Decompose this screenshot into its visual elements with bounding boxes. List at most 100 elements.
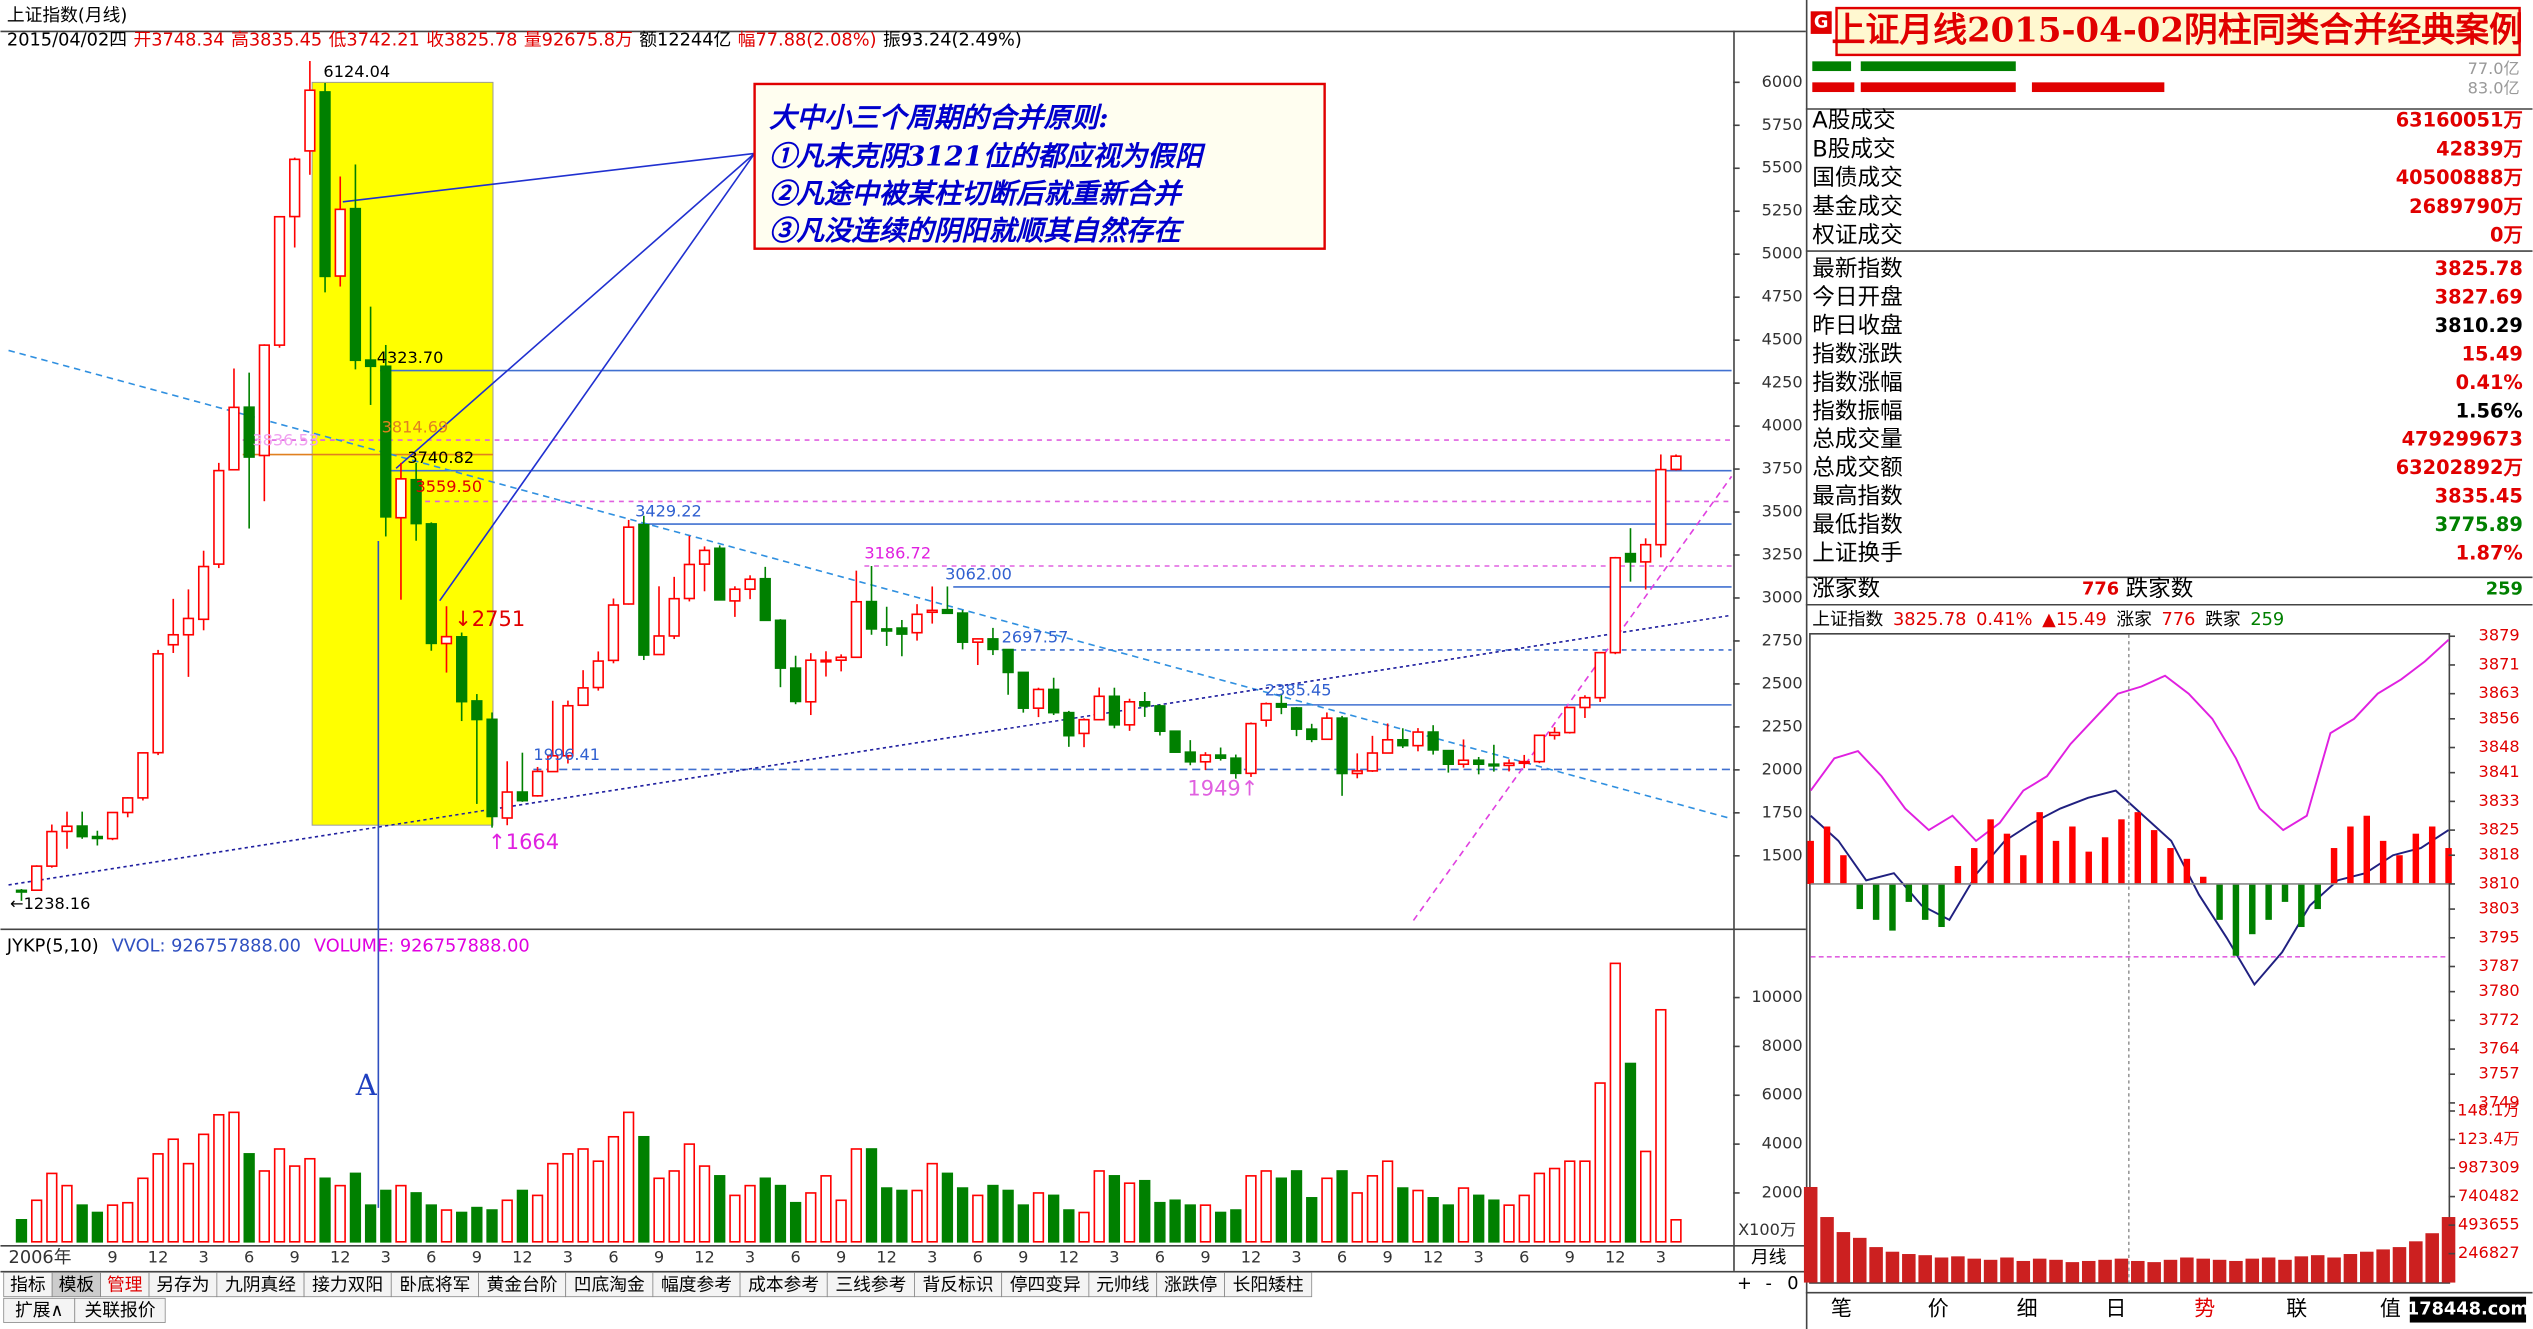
tab-label[interactable]: 幅度参考: [661, 1274, 732, 1295]
y-tick-label: 3833: [2479, 791, 2520, 810]
callout-box: [753, 82, 1326, 250]
tab-label[interactable]: 扩展∧: [15, 1300, 64, 1321]
bottom-tab[interactable]: 价: [1928, 1297, 1949, 1321]
tab-label[interactable]: 管理: [107, 1274, 143, 1295]
info-item: 低3742.21: [329, 29, 420, 50]
tab-label[interactable]: 凹底淘金: [574, 1274, 645, 1295]
tab: [914, 1272, 1003, 1298]
candle-body: [1184, 751, 1196, 763]
y-tick-label: 8000: [1762, 1036, 1803, 1055]
y-tick-label: 4250: [1762, 373, 1803, 392]
tab-label[interactable]: 停四变异: [1010, 1274, 1081, 1295]
tab-label[interactable]: 接力双阳: [312, 1274, 383, 1295]
volume-bar: [106, 1204, 119, 1243]
tab-label[interactable]: 指标: [10, 1274, 46, 1295]
volume-unit: X100万: [1738, 1220, 1796, 1239]
volume-bar: [258, 1170, 270, 1243]
tab-label[interactable]: 另存为: [156, 1274, 209, 1295]
indicator-bar: [2020, 855, 2027, 884]
volume-bar: [1918, 1255, 1932, 1283]
candle-body: [926, 609, 938, 614]
y-tick-label: 3750: [1762, 459, 1803, 478]
tab-label[interactable]: 模板: [59, 1274, 95, 1295]
bottom-tab[interactable]: 日: [2105, 1297, 2126, 1321]
volume-bar: [213, 1113, 225, 1243]
candle-body: [774, 619, 787, 669]
x-tick-label: 6: [1337, 1247, 1347, 1266]
volume-bar: [1063, 1209, 1075, 1243]
x-tick-label: 12: [148, 1247, 169, 1266]
tab-label[interactable]: 成本参考: [748, 1274, 819, 1295]
volume-bar: [2360, 1251, 2374, 1283]
callout-line: 大中小三个周期的合并原则:: [769, 102, 1108, 134]
tab: [1088, 1272, 1158, 1298]
zoom-button[interactable]: +: [1737, 1274, 1752, 1294]
volume-bar: [1199, 1204, 1212, 1243]
annotation: 6124.04: [323, 62, 390, 81]
volume-bar: [744, 1184, 756, 1243]
tab-label[interactable]: 九阴真经: [225, 1274, 296, 1295]
indicator-bar: [2101, 837, 2109, 884]
banner-icon[interactable]: G: [1814, 13, 1829, 33]
volume-bar: [1533, 1172, 1546, 1243]
volume-bar: [1154, 1201, 1166, 1243]
bottom-tab[interactable]: 值: [2380, 1297, 2401, 1321]
volume-bar: [197, 1133, 210, 1243]
breadth-label: 涨家数: [1812, 576, 1880, 602]
y-tick-label: 4000: [1762, 416, 1803, 435]
bottom-tab[interactable]: 联: [2286, 1297, 2307, 1321]
volume-bar: [1366, 1175, 1379, 1243]
candle-body: [577, 687, 589, 707]
volume-bar: [1381, 1160, 1394, 1243]
indicator-bar: [2216, 883, 2223, 920]
tab-label[interactable]: 长阳矮柱: [1233, 1274, 1304, 1295]
bottom-tab[interactable]: 笔: [1831, 1297, 1852, 1321]
candle-body: [956, 612, 969, 643]
tab-label[interactable]: 卧底将军: [399, 1274, 470, 1295]
candle-body: [1169, 730, 1181, 753]
stat-value: 3775.89: [2435, 513, 2523, 536]
tab-label[interactable]: 关联报价: [84, 1300, 155, 1321]
candle-body: [1048, 688, 1060, 714]
volume-bar: [1321, 1177, 1333, 1243]
candle-body: [759, 577, 771, 622]
candle-body: [1245, 722, 1257, 775]
tab: [1156, 1272, 1225, 1298]
indicator-bar: [1938, 883, 1945, 928]
zoom-button[interactable]: 0: [1787, 1274, 1798, 1294]
volume-bar: [1397, 1187, 1409, 1243]
candle-body: [592, 660, 604, 689]
candle-body: [289, 158, 301, 218]
indicator-bar: [1872, 883, 1880, 920]
stat-label: 基金成交: [1812, 194, 1902, 220]
bottom-tab[interactable]: 势: [2194, 1297, 2215, 1321]
volume-bar: [1934, 1257, 1949, 1283]
volume-bar: [2098, 1259, 2112, 1283]
candle-body: [1230, 757, 1242, 775]
volume-bar: [562, 1153, 574, 1243]
zoom-button[interactable]: -: [1766, 1274, 1772, 1294]
candle-body: [1670, 455, 1682, 471]
x-tick-label: 3: [198, 1247, 208, 1266]
volume-bar: [1609, 962, 1621, 1243]
volume-bar: [1093, 1170, 1105, 1243]
tab-label[interactable]: 三线参考: [835, 1274, 906, 1295]
indicator-bar: [2232, 883, 2240, 956]
candle-body: [197, 565, 210, 621]
indicator-bar: [1987, 819, 1994, 884]
bottom-tab[interactable]: 细: [2017, 1297, 2038, 1321]
volume-bar: [2376, 1249, 2390, 1283]
volume-bar: [714, 1175, 726, 1243]
y-tick-label: 1500: [1762, 845, 1803, 864]
candle-body: [1336, 717, 1348, 775]
y-tick-label: 2250: [1762, 716, 1803, 735]
tab-label[interactable]: 元帅线: [1096, 1274, 1150, 1295]
candle-body: [1260, 702, 1272, 722]
volume-bar: [122, 1201, 134, 1243]
callout: 大中小三个周期的合并原则: ①凡未克阴3121位的都应视为假阳 ②凡途中被某柱切…: [769, 102, 1206, 247]
volume-bar: [2441, 1217, 2456, 1283]
tab-label[interactable]: 背反标识: [923, 1274, 994, 1295]
candle-body: [789, 667, 802, 703]
tab-label[interactable]: 涨跌停: [1164, 1274, 1217, 1295]
tab-label[interactable]: 黄金台阶: [487, 1274, 558, 1295]
